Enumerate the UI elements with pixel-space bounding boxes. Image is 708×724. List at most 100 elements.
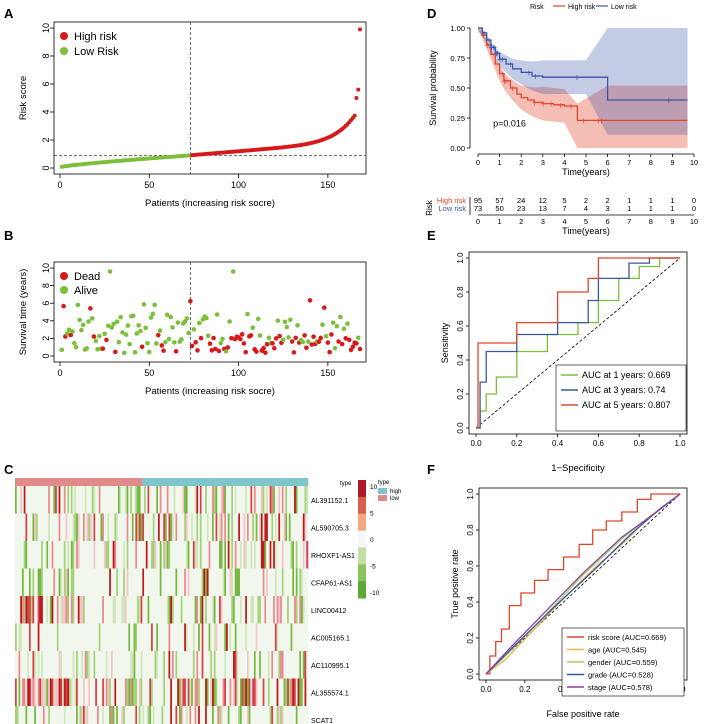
heatmap-cell (131, 651, 134, 679)
heatmap-cell (245, 513, 248, 541)
km-censor-mark: + (574, 73, 581, 82)
heatmap-cell (246, 486, 250, 514)
heatmap-cell (255, 623, 258, 651)
heatmap-annotation-cell (287, 478, 290, 486)
heatmap-cell (210, 651, 213, 679)
heatmap-cell (51, 568, 54, 596)
heatmap-cell (234, 568, 237, 596)
heatmap-cell (267, 513, 270, 541)
survival-point (286, 335, 291, 340)
heatmap-cell (123, 678, 126, 706)
heatmap-annotation-cell (158, 478, 161, 486)
heatmap-cell (168, 651, 171, 679)
survival-point (145, 340, 150, 346)
km-x-tick-label: 5 (584, 158, 588, 167)
survival-point (111, 321, 116, 327)
heatmap-cell (243, 513, 246, 541)
heatmap-cell (205, 651, 208, 679)
heatmap-cell (217, 651, 220, 679)
heatmap-cell (292, 678, 295, 706)
heatmap-cell (116, 678, 119, 706)
heatmap-cell (170, 486, 173, 514)
heatmap-cell (299, 596, 302, 624)
heatmap-cell (116, 596, 119, 624)
heatmap-cell (278, 651, 281, 679)
heatmap-cell (93, 513, 96, 541)
heatmap-cell (239, 596, 243, 624)
heatmap-cell (65, 541, 68, 569)
heatmap-annotation-cell (51, 478, 54, 486)
heatmap-cell (189, 596, 192, 624)
heatmap-cell (226, 541, 229, 569)
heatmap-cell (198, 706, 201, 724)
heatmap-cell (208, 706, 211, 724)
survival-point (184, 316, 190, 321)
colorbar-segment (358, 530, 366, 548)
heatmap-cell (126, 678, 129, 706)
heatmap-cell (112, 623, 115, 651)
heatmap-cell (34, 513, 37, 541)
heatmap-cell (95, 706, 98, 724)
heatmap-cell (81, 486, 84, 514)
heatmap-cell (152, 596, 155, 624)
heatmap-cell (280, 596, 283, 624)
heatmap-cell (301, 513, 304, 541)
heatmap-cell (266, 623, 269, 651)
heatmap-cell (229, 541, 232, 569)
heatmap-cell (84, 623, 87, 651)
survival-point (138, 328, 143, 334)
heatmap-cell (226, 513, 229, 541)
heatmap-annotation-cell (222, 478, 225, 486)
heatmap-cell (173, 651, 176, 679)
heatmap-annotation-cell (252, 478, 255, 486)
heatmap-cell (145, 541, 148, 569)
heatmap-cell (184, 678, 187, 706)
heatmap-cell (184, 651, 187, 679)
heatmap-cell (74, 541, 77, 569)
heatmap-cell (196, 651, 199, 679)
heatmap-cell (264, 706, 267, 724)
roc-legend-label: age (AUC=0.545) (588, 646, 647, 655)
km-censor-mark: + (494, 49, 501, 58)
heatmap-cell (105, 541, 108, 569)
heatmap-cell (135, 706, 138, 724)
heatmap-cell (266, 486, 269, 514)
heatmap-cell (131, 678, 134, 706)
heatmap-annotation-cell (182, 478, 185, 486)
heatmap-cell (74, 623, 77, 651)
heatmap-cell (58, 513, 61, 541)
roc-x-axis-label: False positive rate (546, 709, 619, 719)
heatmap-cell (187, 541, 190, 569)
heatmap-cell (287, 706, 290, 724)
heatmap-cell (117, 651, 120, 679)
km-y-axis-label: Survival probability (428, 50, 438, 126)
survival-point (157, 328, 163, 333)
time-roc-y-tick-label: 0.4 (456, 354, 465, 366)
heatmap-cell (287, 678, 290, 706)
heatmap-cell (163, 596, 166, 624)
heatmap-cell (48, 596, 51, 624)
heatmap-cell (178, 706, 181, 724)
heatmap-cell (191, 623, 194, 651)
heatmap-cell (67, 513, 70, 541)
heatmap-cell (262, 541, 265, 569)
heatmap-cell (245, 568, 248, 596)
heatmap-cell (39, 651, 42, 679)
heatmap-cell (184, 541, 187, 569)
heatmap-cell (86, 541, 89, 569)
heatmap-cell (222, 678, 225, 706)
heatmap-cell (114, 596, 117, 624)
heatmap-cell (62, 596, 65, 624)
heatmap-cell (164, 513, 168, 541)
survival-point (170, 325, 175, 330)
heatmap-cell (133, 486, 136, 514)
heatmap-cell (154, 651, 157, 679)
heatmap-cell (233, 513, 236, 541)
heatmap-cell (191, 678, 194, 706)
heatmap-cell (53, 513, 56, 541)
heatmap-cell (44, 596, 47, 624)
heatmap-cell (30, 623, 33, 651)
heatmap-cell (175, 706, 178, 724)
heatmap-annotation-cell (295, 478, 298, 486)
